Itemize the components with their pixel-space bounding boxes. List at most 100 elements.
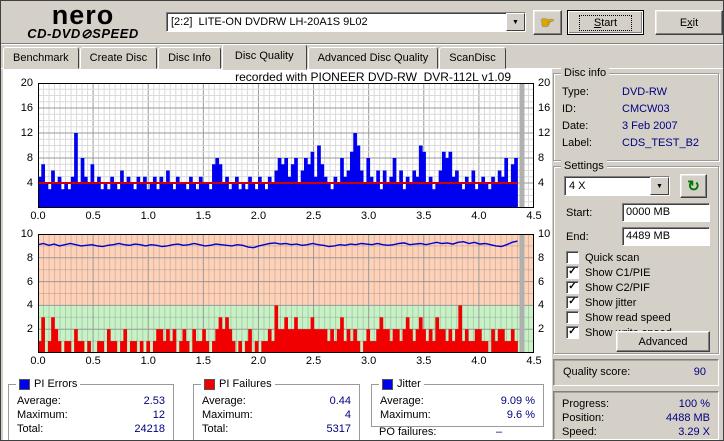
axis-tick-label: 4.5: [526, 355, 542, 367]
eject-options-button[interactable]: ☛: [533, 10, 562, 35]
checkbox-show-read-speed[interactable]: Show read speed: [566, 311, 671, 324]
start-field-label: Start:: [566, 207, 593, 219]
axis-tick-label: 10: [20, 228, 33, 240]
quality-score-value: 90: [693, 366, 706, 378]
pi-failures-jitter-chart: [38, 234, 534, 353]
axis-tick-label: 10: [538, 228, 551, 240]
axis-tick-label: 4.5: [526, 210, 542, 222]
axis-tick-label: 16: [538, 102, 551, 114]
axis-tick-label: 20: [20, 77, 33, 89]
axis-tick-label: 6: [26, 275, 33, 288]
axis-tick-label: 4: [538, 177, 545, 189]
stat-row: Maximum: 9.6 %: [380, 409, 535, 421]
axis-tick-label: 12: [20, 127, 33, 139]
pi-errors-stats-box: PI Errors Average: 2.53 Maximum: 12 Total: 242…: [8, 378, 174, 440]
pi-errors-chart: [38, 83, 534, 208]
pi-failures-stats-title: PI Failures: [201, 378, 275, 390]
stat-row: Total: 5317: [202, 423, 351, 435]
tab-disc-quality[interactable]: Disc Quality: [221, 44, 307, 70]
exit-button[interactable]: Exit: [655, 10, 723, 35]
axis-tick-label: 8: [26, 251, 33, 264]
drive-selector[interactable]: [2:2] LITE-ON DVDRW LH-20A1S 9L02 ▼: [166, 12, 526, 32]
progress-box: Progress: 100 % Position: 4488 MB Speed: 3.29…: [553, 391, 719, 440]
axis-tick-label: 4: [538, 299, 545, 312]
stat-row: Average: 0.44: [202, 395, 351, 407]
stat-row: Average: 9.09 %: [380, 395, 535, 407]
tab-bar: Benchmark Create Disc Disc Info Disc Qualit…: [3, 44, 507, 70]
axis-tick-label: 3.5: [416, 355, 432, 367]
refresh-button[interactable]: ↻: [680, 174, 707, 198]
axis-tick-label: 0.0: [30, 355, 46, 367]
axis-tick-label: 0.0: [30, 210, 46, 222]
checkbox-label: Show jitter: [585, 296, 637, 309]
checked-checkbox-icon[interactable]: ✓: [566, 266, 579, 279]
start-field[interactable]: 0000 MB: [622, 203, 710, 222]
start-button-label: Start: [578, 14, 633, 31]
settings-group: Settings 4 X ▼ ↻ Start: 0000 MB End: 448…: [553, 160, 719, 354]
axis-tick-label: 8: [538, 251, 545, 264]
checked-checkbox-icon[interactable]: ✓: [566, 326, 579, 339]
pi-errors-stats-title: PI Errors: [16, 378, 81, 390]
hand-icon: ☛: [540, 14, 555, 32]
axis-tick-label: 1.0: [140, 210, 156, 222]
refresh-icon: ↻: [687, 177, 700, 195]
axis-tick-label: 2.5: [305, 210, 322, 222]
speed-selector[interactable]: 4 X ▼: [564, 176, 670, 196]
end-field-label: End:: [566, 231, 589, 243]
axis-tick-label: 0.5: [85, 355, 101, 367]
jitter-stats-title: Jitter: [379, 378, 424, 390]
header: nero CD-DVD⊘SPEED [2:2] LITE-ON DVDRW LH…: [1, 1, 723, 44]
axis-tick-label: 4: [26, 177, 33, 189]
checkbox-show-c1-pie[interactable]: ✓ Show C1/PIE: [566, 266, 650, 279]
disc-info-title: Disc info: [561, 67, 610, 79]
jitter-legend-swatch: [382, 378, 393, 390]
advanced-button-label: Advanced: [638, 335, 688, 348]
chevron-down-icon[interactable]: ▼: [506, 13, 525, 31]
stat-row: Average: 2.53: [17, 395, 165, 407]
checked-checkbox-icon[interactable]: ✓: [566, 281, 579, 294]
chevron-down-icon[interactable]: ▼: [650, 177, 669, 195]
unchecked-checkbox-icon[interactable]: [566, 251, 579, 264]
checkbox-label: Show C1/PIE: [585, 266, 651, 279]
axis-tick-label: 0.5: [85, 210, 101, 222]
tab-disc-info[interactable]: Disc Info: [158, 47, 221, 69]
end-field[interactable]: 4489 MB: [622, 227, 710, 246]
disc-info-row: ID: CMCW03: [562, 103, 670, 115]
pi-errors-legend-swatch: [19, 378, 30, 390]
quality-score-box: Quality score: 90: [553, 359, 719, 386]
checkbox-label: Show C2/PIF: [585, 281, 650, 294]
progress-row: Speed: 3.29 X: [562, 426, 710, 438]
exit-button-label: Exit: [679, 16, 699, 29]
logo-cddvdspeed: CD-DVD⊘SPEED: [27, 26, 139, 41]
axis-tick-label: 1.5: [195, 210, 211, 222]
tab-advanced-disc-quality[interactable]: Advanced Disc Quality: [307, 47, 439, 69]
unchecked-checkbox-icon[interactable]: [566, 311, 579, 324]
po-failures-label: PO failures:: [379, 426, 437, 438]
drive-selector-value: [2:2] LITE-ON DVDRW LH-20A1S 9L02: [171, 16, 368, 28]
quality-score-label: Quality score:: [563, 366, 631, 378]
speed-selector-value: 4 X: [569, 180, 586, 192]
pi-failures-stats-box: PI Failures Average: 0.44 Maximum: 4 Total: 53…: [193, 378, 360, 440]
axis-tick-label: 8: [538, 152, 545, 164]
app-logo: nero CD-DVD⊘SPEED: [7, 0, 159, 41]
checkbox-show-jitter[interactable]: ✓ Show jitter: [566, 296, 636, 309]
advanced-button[interactable]: Advanced: [616, 331, 710, 352]
axis-tick-label: 1.0: [140, 355, 156, 367]
start-button[interactable]: Start: [567, 10, 644, 35]
checked-checkbox-icon[interactable]: ✓: [566, 296, 579, 309]
axis-tick-label: 6: [538, 275, 545, 288]
checkbox-show-c2-pif[interactable]: ✓ Show C2/PIF: [566, 281, 650, 294]
axis-tick-label: 3.5: [416, 210, 432, 222]
tab-scandisc[interactable]: ScanDisc: [439, 47, 506, 69]
stat-row: Maximum: 4: [202, 409, 351, 421]
progress-row: Position: 4488 MB: [562, 412, 710, 424]
tab-create-disc[interactable]: Create Disc: [79, 47, 158, 69]
logo-nero: nero: [51, 0, 115, 30]
disc-info-row: Label: CDS_TEST_B2: [562, 137, 700, 149]
jitter-stats-box: Jitter Average: 9.09 % Maximum: 9.6 %: [371, 378, 544, 427]
axis-tick-label: 4.0: [471, 355, 487, 367]
tab-benchmark[interactable]: Benchmark: [3, 47, 79, 69]
po-failures-value: –: [495, 426, 503, 438]
checkbox-quick-scan[interactable]: Quick scan: [566, 251, 639, 264]
